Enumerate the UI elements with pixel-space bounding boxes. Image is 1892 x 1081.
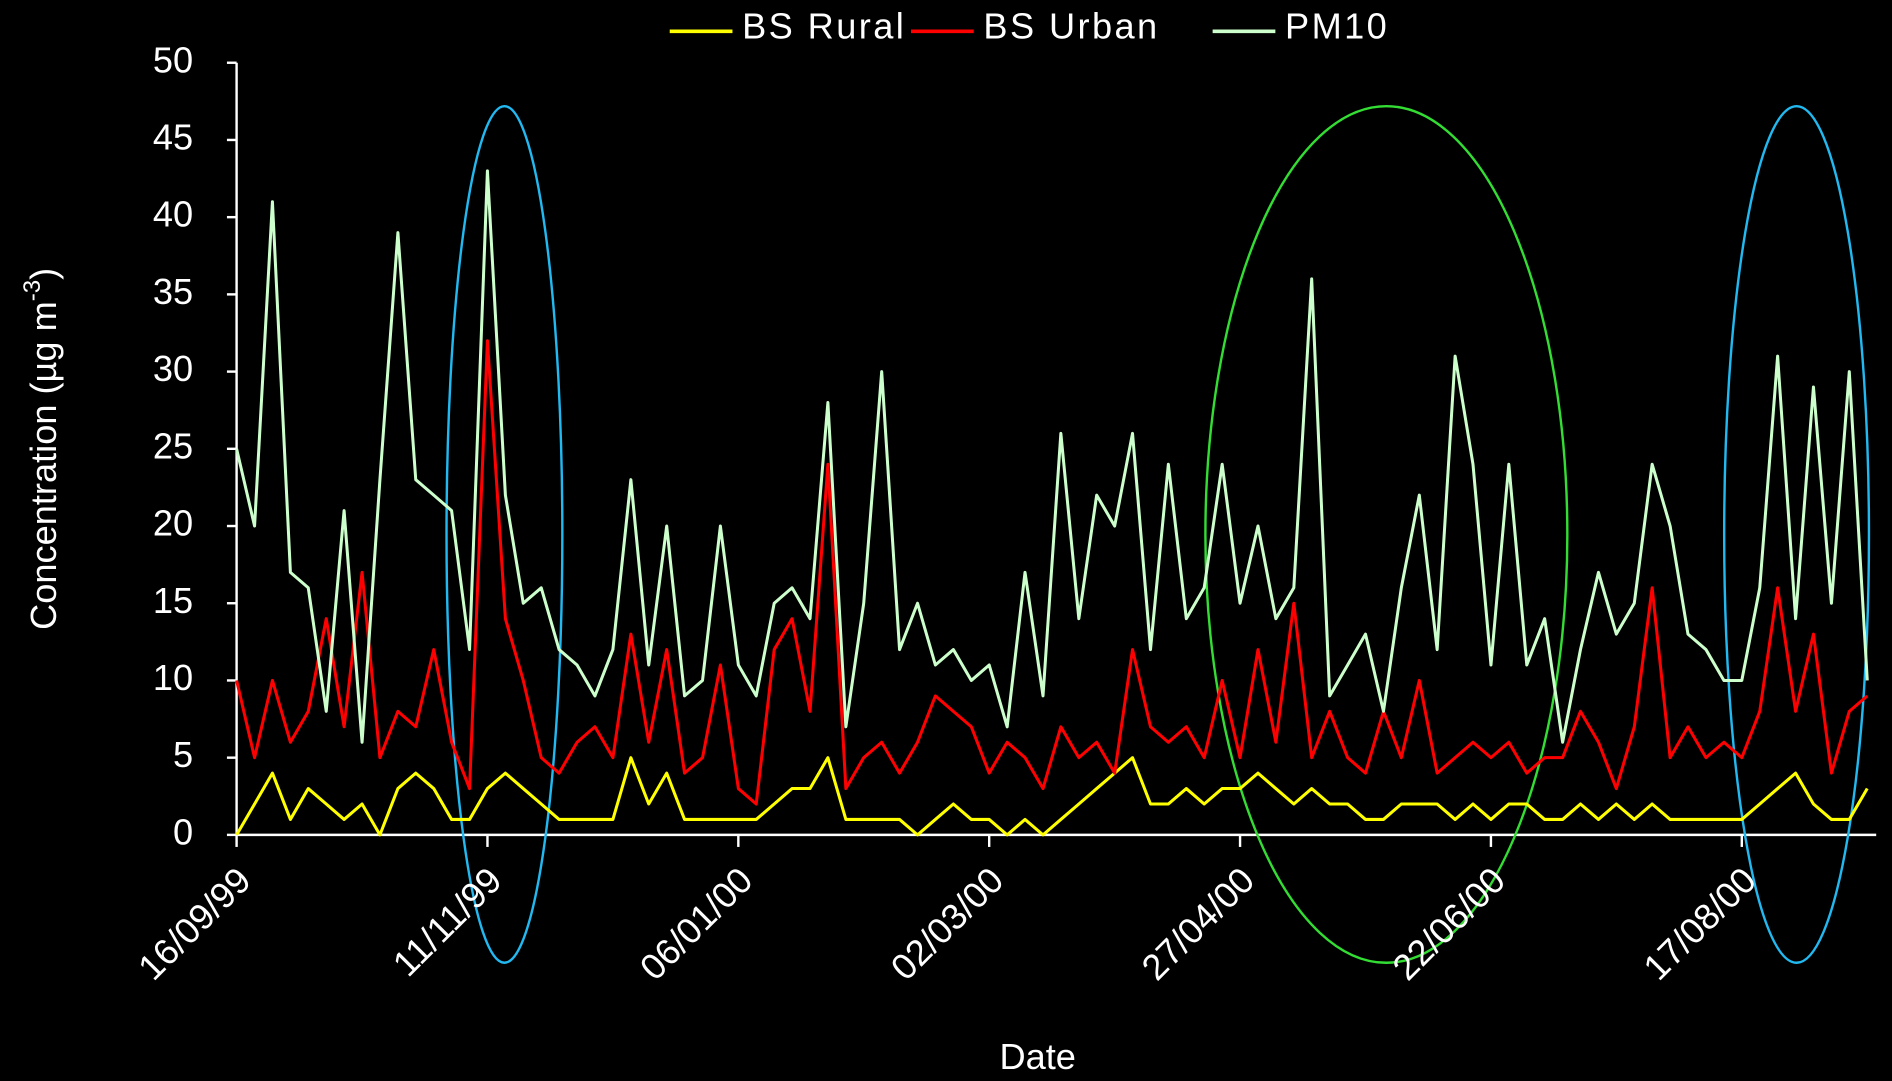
y-axis-label-text: Concentration (µg m xyxy=(23,301,64,630)
highlight-ellipse xyxy=(1722,104,1871,964)
y-tick-label: 40 xyxy=(153,194,193,235)
y-tick-label: 25 xyxy=(153,425,193,466)
y-axis-label-end: ) xyxy=(23,268,64,280)
y-tick-label: 20 xyxy=(153,503,193,544)
y-tick-label: 50 xyxy=(153,39,193,80)
y-tick-label: 45 xyxy=(153,117,193,158)
legend-label: BS Urban xyxy=(983,6,1159,47)
y-tick-label: 5 xyxy=(173,734,193,775)
y-tick-label: 10 xyxy=(153,657,193,698)
y-tick-label: 15 xyxy=(153,580,193,621)
y-tick-label: 30 xyxy=(153,348,193,389)
y-axis-label-superscript: -3 xyxy=(19,280,46,301)
x-axis-label: Date xyxy=(999,1036,1075,1077)
highlight-ellipse xyxy=(1204,104,1569,964)
y-axis-label: Concentration (µg m-3) xyxy=(19,268,63,630)
series-line xyxy=(235,169,1869,744)
highlight-ellipse xyxy=(445,104,564,964)
series-line xyxy=(235,756,1869,837)
y-tick-label: 35 xyxy=(153,271,193,312)
y-tick-label: 0 xyxy=(173,811,193,852)
legend-label: BS Rural xyxy=(742,6,906,47)
series-line xyxy=(235,339,1869,806)
legend-label: PM10 xyxy=(1285,6,1389,47)
